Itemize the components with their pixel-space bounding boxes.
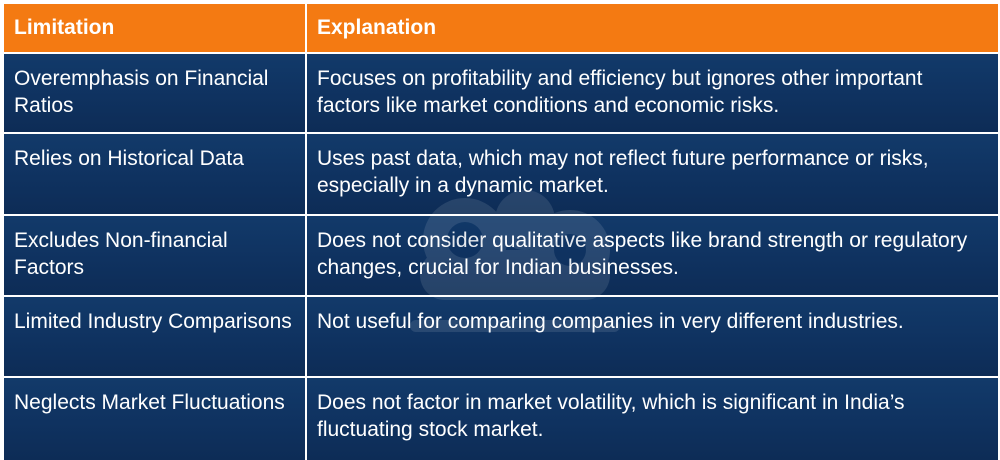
limitation-cell: Limited Industry Comparisons [2,295,307,378]
explanation-cell: Uses past data, which may not reflect fu… [305,132,1000,216]
table-row: Overemphasis on Financial Ratios Focuses… [2,52,1000,134]
explanation-cell: Does not consider qualitative aspects li… [305,214,1000,297]
limitation-cell: Overemphasis on Financial Ratios [2,52,307,134]
table-row: Neglects Market Fluctuations Does not fa… [2,376,1000,460]
limitation-cell: Relies on Historical Data [2,132,307,216]
table-row: Excludes Non-financial Factors Does not … [2,214,1000,297]
table-row: Limited Industry Comparisons Not useful … [2,295,1000,378]
limitation-cell: Neglects Market Fluctuations [2,376,307,460]
table-row: Relies on Historical Data Uses past data… [2,132,1000,216]
explanation-cell: Does not factor in market volatility, wh… [305,376,1000,460]
table-header-row: Limitation Explanation [2,2,1000,54]
header-limitation: Limitation [2,2,307,54]
explanation-cell: Not useful for comparing companies in ve… [305,295,1000,378]
explanation-cell: Focuses on profitability and efficiency … [305,52,1000,134]
limitation-cell: Excludes Non-financial Factors [2,214,307,297]
header-explanation: Explanation [305,2,1000,54]
